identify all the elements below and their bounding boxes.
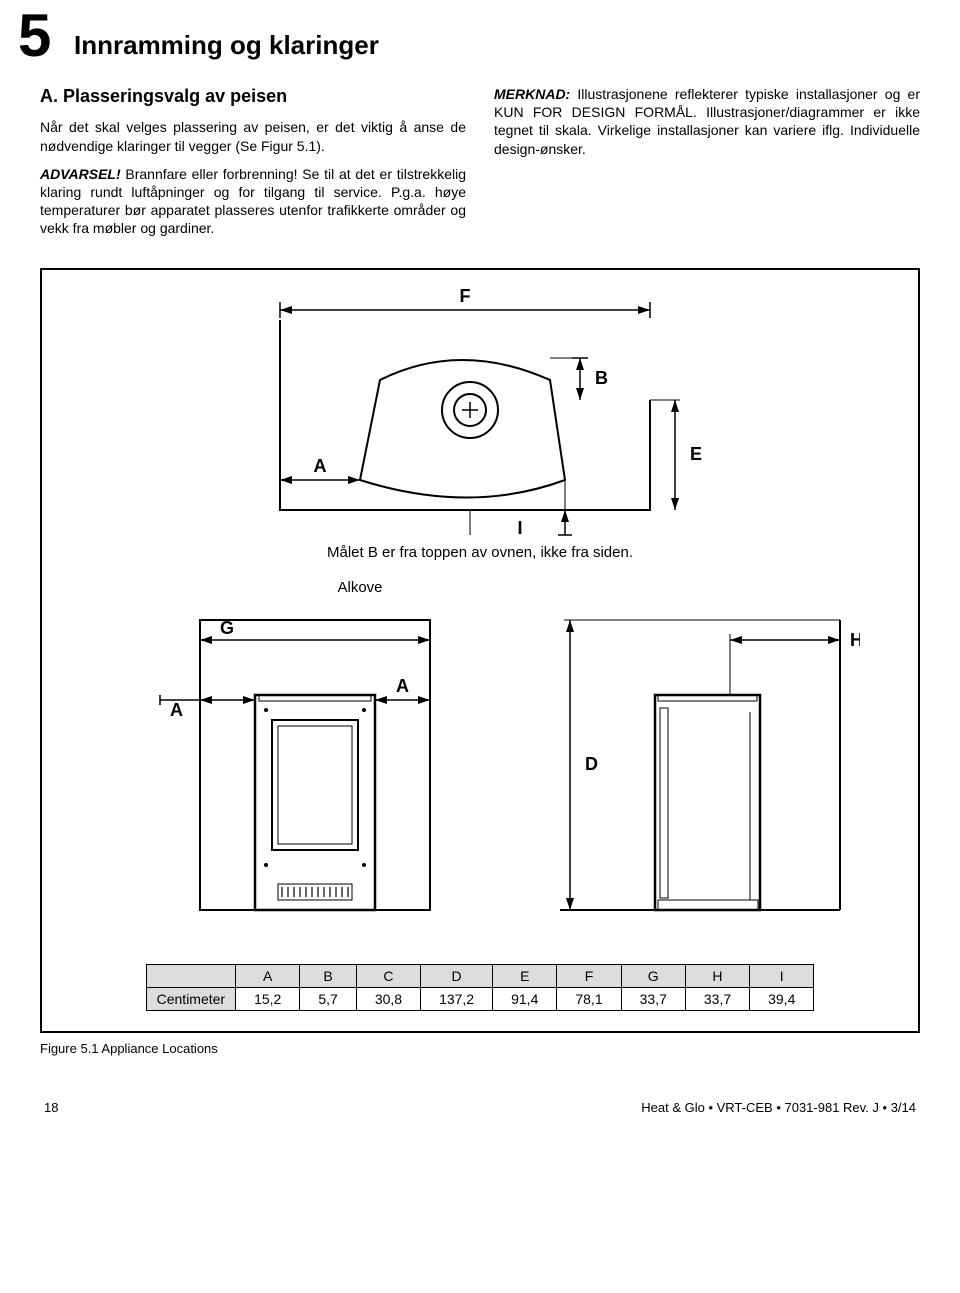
label-i: I	[517, 518, 522, 538]
mid-caption: Målet B er fra toppen av ovnen, ikke fra…	[52, 544, 908, 561]
col-a: A	[236, 964, 300, 987]
page-number: 18	[44, 1100, 58, 1115]
col-b: B	[300, 964, 356, 987]
val-b: 5,7	[300, 987, 356, 1010]
bottom-diagrams: G	[52, 600, 908, 940]
section-number: 5	[18, 6, 51, 66]
right-column: MERKNAD: Illustrasjonene reflekterer typ…	[494, 85, 920, 248]
figure-frame: F B E A	[40, 268, 920, 1033]
val-g: 33,7	[621, 987, 685, 1010]
table-header-row: A B C D E F G H I	[146, 964, 814, 987]
label-h: H	[850, 630, 860, 650]
intro-columns: A. Plasseringsvalg av peisen Når det ska…	[40, 85, 920, 248]
label-a-right: A	[396, 676, 409, 696]
col-c: C	[356, 964, 420, 987]
table-row: Centimeter 15,2 5,7 30,8 137,2 91,4 78,1…	[146, 987, 814, 1010]
note-label: MERKNAD:	[494, 86, 570, 102]
warning-label: ADVARSEL!	[40, 166, 121, 182]
top-diagram: F B E A	[52, 280, 908, 540]
col-f: F	[557, 964, 621, 987]
val-h: 33,7	[685, 987, 749, 1010]
label-b: B	[595, 368, 608, 388]
page-footer: 18 Heat & Glo • VRT-CEB • 7031-981 Rev. …	[40, 1100, 920, 1115]
left-column: A. Plasseringsvalg av peisen Når det ska…	[40, 85, 466, 248]
col-e: E	[493, 964, 557, 987]
label-f: F	[460, 286, 471, 306]
val-i: 39,4	[750, 987, 814, 1010]
footer-info: Heat & Glo • VRT-CEB • 7031-981 Rev. J •…	[641, 1100, 916, 1115]
val-f: 78,1	[557, 987, 621, 1010]
val-a: 15,2	[236, 987, 300, 1010]
col-d: D	[421, 964, 493, 987]
row-label: Centimeter	[146, 987, 235, 1010]
figure-caption: Figure 5.1 Appliance Locations	[40, 1041, 920, 1056]
col-h: H	[685, 964, 749, 987]
dimension-table: A B C D E F G H I Centimeter 15,2 5,7 30…	[146, 964, 815, 1011]
val-c: 30,8	[356, 987, 420, 1010]
section-title: Innramming og klaringer	[74, 30, 920, 61]
table-corner	[146, 964, 235, 987]
left-paragraph-warning: ADVARSEL! Brannfare eller forbrenning! S…	[40, 165, 466, 238]
val-e: 91,4	[493, 987, 557, 1010]
label-a-top: A	[314, 456, 327, 476]
label-g: G	[220, 618, 234, 638]
col-i: I	[750, 964, 814, 987]
label-e: E	[690, 444, 702, 464]
col-g: G	[621, 964, 685, 987]
val-d: 137,2	[421, 987, 493, 1010]
right-paragraph-note: MERKNAD: Illustrasjonene reflekterer typ…	[494, 85, 920, 158]
subsection-heading: A. Plasseringsvalg av peisen	[40, 85, 466, 108]
label-a-left: A	[170, 700, 183, 720]
label-d: D	[585, 754, 598, 774]
left-paragraph-1: Når det skal velges plassering av peisen…	[40, 118, 466, 154]
alkove-label: Alkove	[0, 579, 908, 596]
